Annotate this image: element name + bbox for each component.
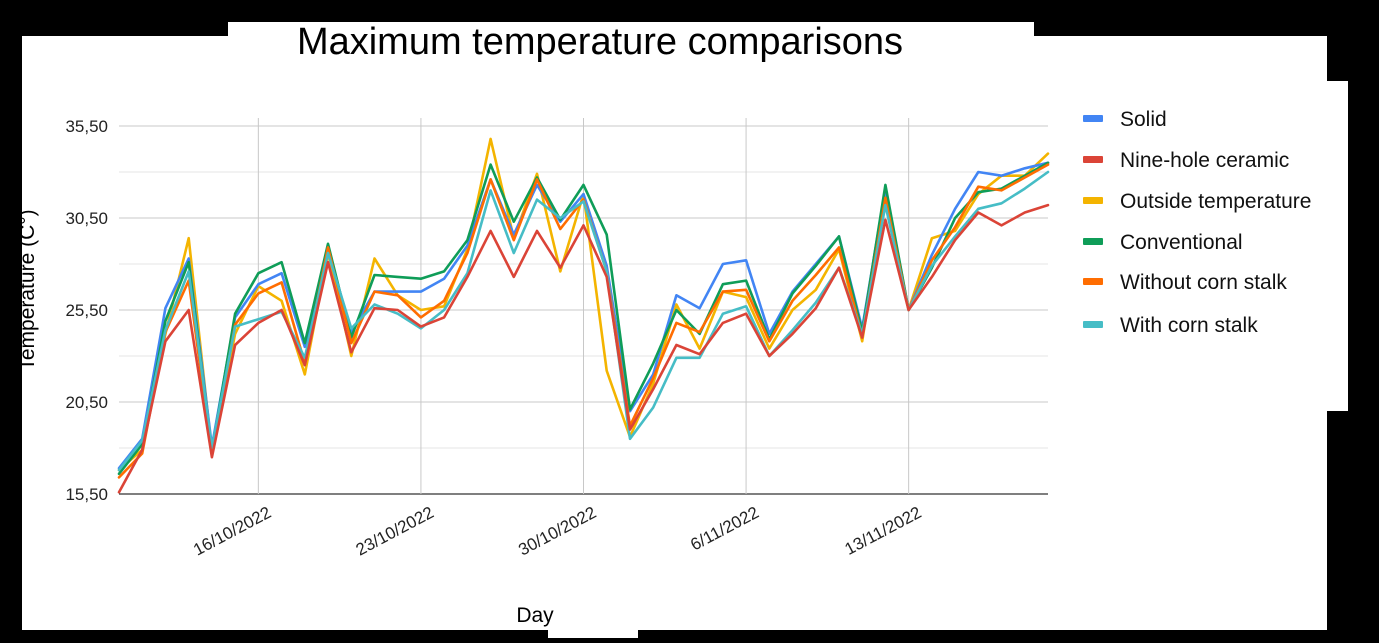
chart-title: Maximum temperature comparisons [297,21,903,63]
legend-entry: With corn stalk [1120,314,1258,337]
grid-lines [119,118,1048,495]
legend-entry: Solid [1120,108,1167,131]
legend-background [1060,81,1348,411]
legend-swatch [1083,156,1103,163]
y-axis-label: Temperature (C°) [16,209,39,370]
series-lines [117,137,1050,494]
x-axis-label: Day [516,604,554,627]
chart-background-top [228,22,1034,40]
series-line-nine-hole-ceramic [117,203,1050,494]
legend: Solid Nine-hole ceramic Outside temperatur… [1083,108,1311,337]
chart-background-bottom [548,626,638,638]
y-tick-label: 30,50 [65,209,108,228]
legend-swatch [1083,278,1103,285]
legend-entry: Without corn stalk [1120,271,1287,294]
y-tick-labels: 15,50 20,50 25,50 30,50 35,50 [65,117,108,504]
legend-swatch [1083,115,1103,122]
series-line-conventional [117,161,1050,476]
y-tick-label: 20,50 [65,393,108,412]
legend-entry: Outside temperature [1120,190,1311,213]
legend-entry: Conventional [1120,231,1243,254]
y-tick-label: 15,50 [65,485,108,504]
legend-swatch [1083,238,1103,245]
y-tick-label: 35,50 [65,117,108,136]
legend-swatch [1083,197,1103,204]
legend-entry: Nine-hole ceramic [1120,149,1289,172]
y-tick-label: 25,50 [65,301,108,320]
legend-swatch [1083,321,1103,328]
